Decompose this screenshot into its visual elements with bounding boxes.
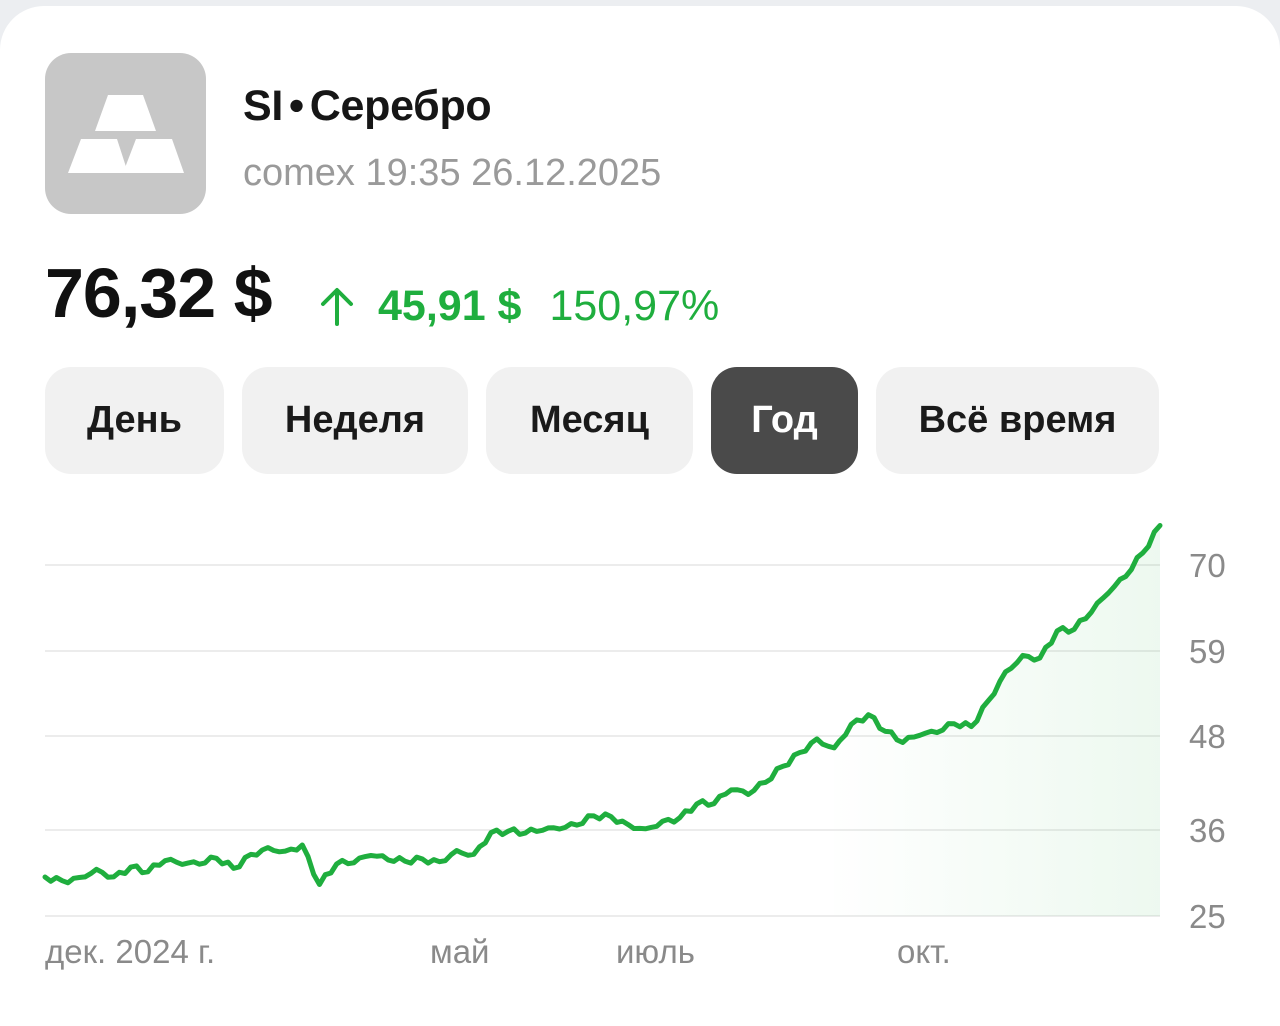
y-tick-label: 59 — [1189, 633, 1226, 670]
change-absolute: 45,91 $ — [378, 281, 522, 330]
change-percent: 150,97% — [549, 281, 720, 330]
silver-bars-icon — [68, 95, 184, 173]
y-tick-label: 25 — [1189, 898, 1226, 935]
chart-area-fill — [45, 525, 1160, 916]
y-tick-label: 36 — [1189, 812, 1226, 849]
title-separator: • — [289, 82, 304, 130]
x-tick-label: июль — [616, 933, 695, 970]
period-day-button[interactable]: День — [45, 367, 224, 474]
chart-x-axis-labels: дек. 2024 г. май июль окт. — [45, 933, 951, 970]
current-price: 76,32 $ — [45, 254, 273, 332]
series-area — [45, 525, 1160, 916]
series-line-silver — [42, 523, 1163, 887]
period-week-button[interactable]: Неделя — [242, 367, 468, 474]
x-tick-label: окт. — [897, 933, 951, 970]
chart-series-line — [42, 523, 1163, 887]
chart-y-axis-labels: 70 59 48 36 25 — [1189, 547, 1226, 935]
instrument-ticker: SI — [243, 82, 284, 130]
x-tick-label: май — [430, 933, 489, 970]
price-chart: 70 59 48 36 25 дек. 2024 г. май июль окт. — [42, 523, 1226, 970]
y-tick-label: 48 — [1189, 718, 1226, 755]
arrow-up-icon — [321, 288, 353, 326]
period-all-time-button[interactable]: Всё время — [876, 367, 1159, 474]
instrument-logo — [45, 53, 206, 214]
exchange-timestamp: comex 19:35 26.12.2025 — [243, 152, 662, 194]
instrument-name: Серебро — [309, 82, 492, 130]
price-change: 45,91 $ 150,97% — [318, 278, 719, 334]
period-year-button[interactable]: Год — [711, 367, 858, 474]
period-month-button[interactable]: Месяц — [486, 367, 693, 474]
y-tick-label: 70 — [1189, 547, 1226, 584]
x-tick-label: дек. 2024 г. — [45, 933, 215, 970]
quote-card: SI • Серебро comex 19:35 26.12.2025 76,32 … — [0, 6, 1280, 1026]
instrument-title: SI • Серебро — [243, 82, 492, 131]
